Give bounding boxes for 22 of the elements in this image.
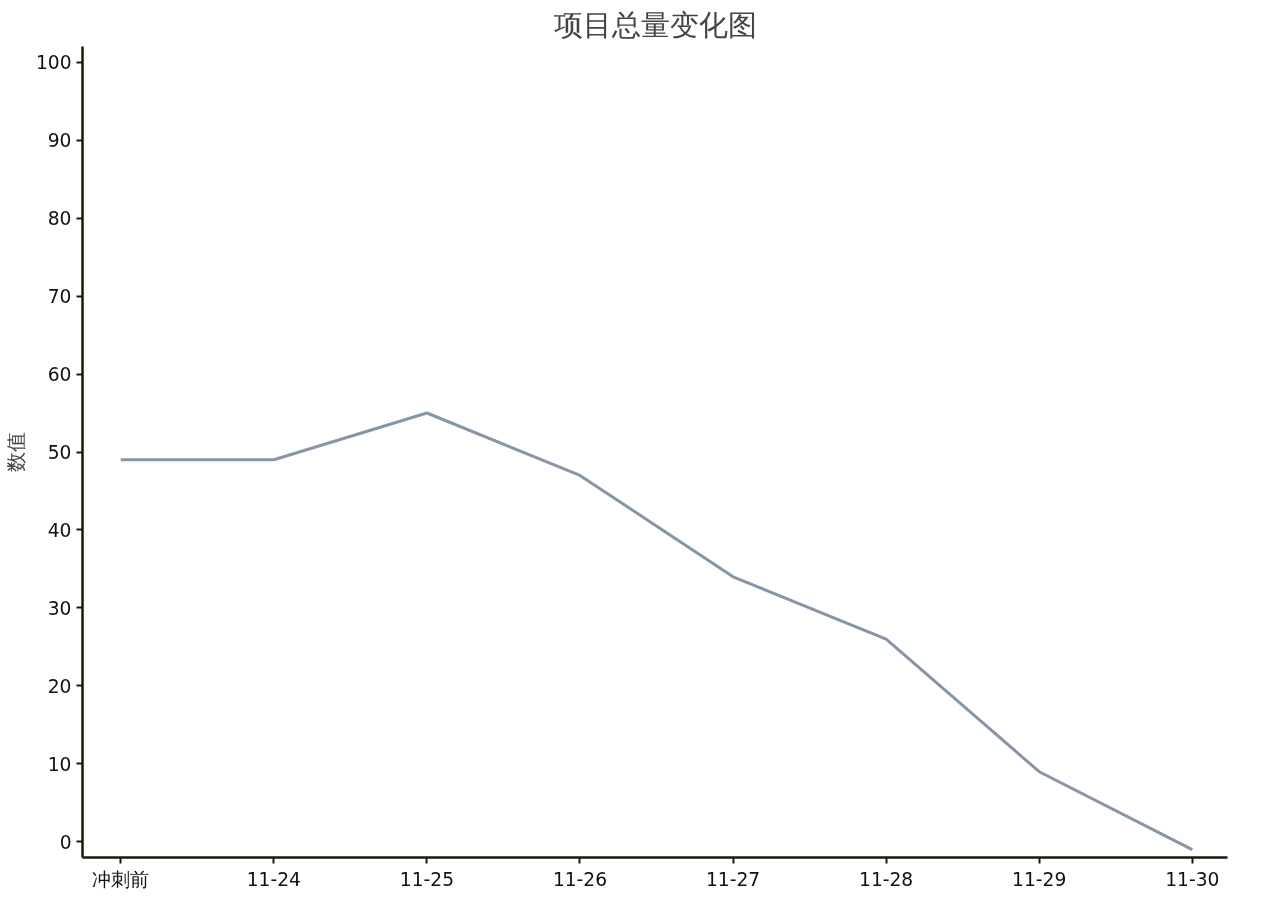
x-tick-label: 11-29 [1012, 868, 1067, 890]
y-tick-label: 40 [47, 519, 72, 541]
y-tick-label: 10 [47, 753, 72, 775]
y-tick-label: 0 [59, 831, 72, 853]
y-axis-title: 数值 [3, 432, 28, 472]
y-tick-label: 80 [47, 208, 72, 230]
y-tick-label: 70 [47, 286, 72, 308]
y-tick-label: 30 [47, 597, 72, 619]
x-tick-label: 11-28 [859, 868, 914, 890]
x-tick-label: 冲刺前 [92, 868, 150, 890]
line-series [119, 411, 1194, 852]
x-tick-label: 11-27 [705, 868, 761, 890]
y-tick-label: 100 [35, 52, 72, 74]
y-tick-label: 20 [47, 675, 72, 697]
chart-title: 项目总量变化图 [553, 7, 757, 42]
y-tick-label: 90 [47, 130, 72, 152]
x-tick-label: 11-26 [552, 868, 608, 890]
y-tick-label: 50 [47, 442, 72, 463]
x-tick-label: 11-25 [399, 868, 455, 890]
y-tick-label: 60 [47, 364, 72, 386]
x-tick-label: 11-30 [1165, 868, 1220, 890]
x-tick-label: 11-24 [246, 868, 301, 890]
